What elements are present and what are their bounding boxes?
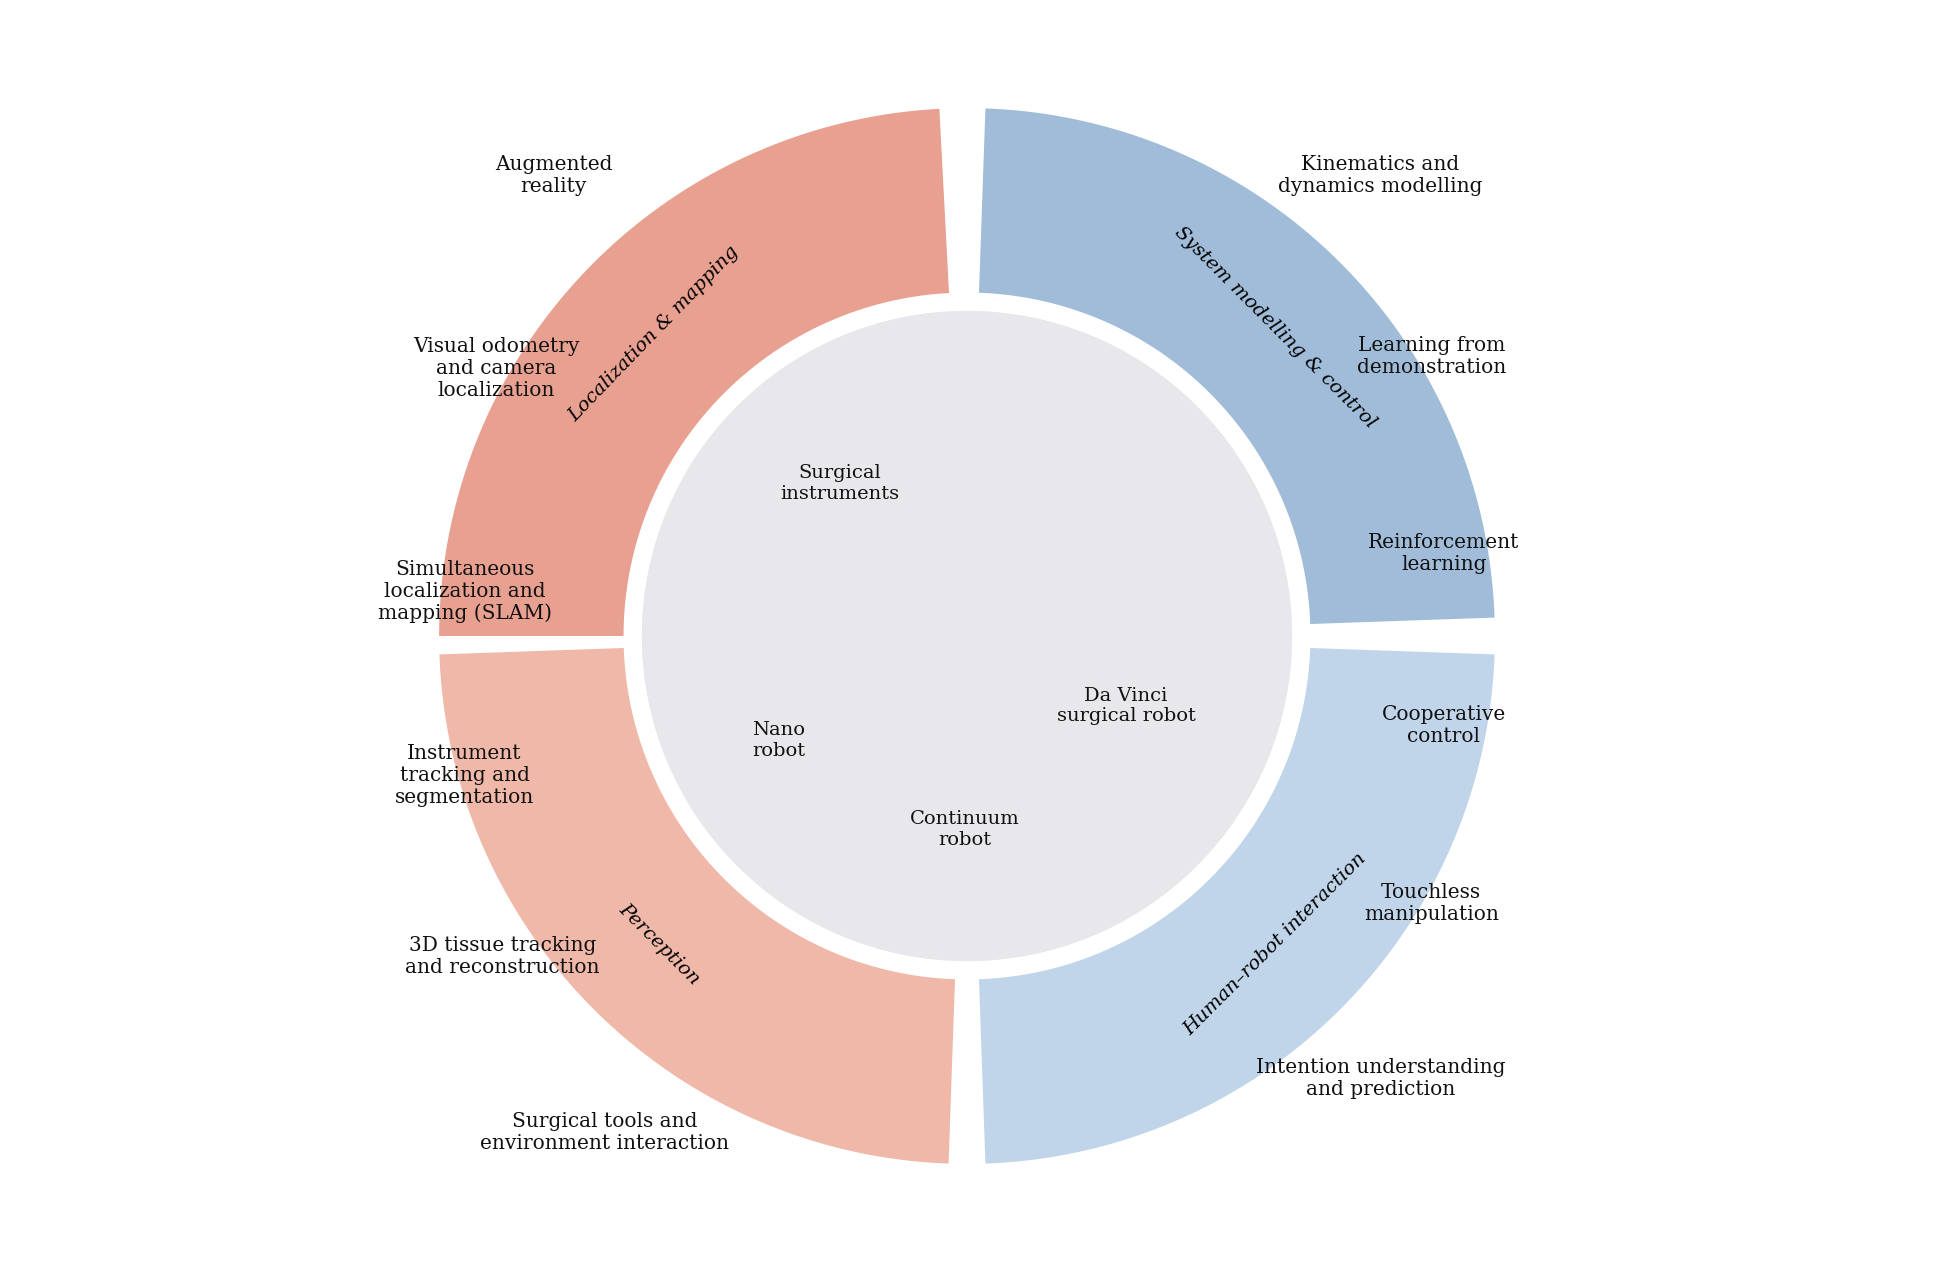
- Text: Continuum
robot: Continuum robot: [909, 810, 1019, 848]
- Text: Reinforcement
learning: Reinforcement learning: [1369, 533, 1520, 574]
- Polygon shape: [979, 108, 1495, 625]
- Text: Localization & mapping: Localization & mapping: [565, 242, 743, 425]
- Polygon shape: [439, 647, 955, 1164]
- Text: Surgical tools and
environment interaction: Surgical tools and environment interacti…: [480, 1112, 729, 1152]
- Text: Surgical
instruments: Surgical instruments: [779, 464, 899, 502]
- Text: Perception: Perception: [615, 901, 702, 988]
- Text: Human–robot interaction: Human–robot interaction: [1180, 850, 1369, 1039]
- Circle shape: [642, 312, 1292, 960]
- Text: Touchless
manipulation: Touchless manipulation: [1363, 883, 1499, 923]
- Text: Nano
robot: Nano robot: [752, 721, 805, 759]
- Circle shape: [642, 312, 1292, 960]
- Text: Da Vinci
surgical robot: Da Vinci surgical robot: [1056, 687, 1195, 725]
- Text: Cooperative
control: Cooperative control: [1383, 705, 1507, 745]
- Text: System modelling & control: System modelling & control: [1170, 224, 1379, 432]
- Text: Instrument
tracking and
segmentation: Instrument tracking and segmentation: [395, 744, 534, 808]
- Text: Augmented
reality: Augmented reality: [495, 155, 613, 196]
- Text: 3D tissue tracking
and reconstruction: 3D tissue tracking and reconstruction: [406, 936, 600, 977]
- Circle shape: [627, 295, 1307, 977]
- Text: Simultaneous
localization and
mapping (SLAM): Simultaneous localization and mapping (S…: [377, 560, 551, 623]
- Polygon shape: [439, 109, 950, 636]
- Text: Learning from
demonstration: Learning from demonstration: [1356, 336, 1507, 377]
- Text: Kinematics and
dynamics modelling: Kinematics and dynamics modelling: [1278, 155, 1483, 196]
- Text: Visual odometry
and camera
localization: Visual odometry and camera localization: [414, 337, 580, 401]
- Polygon shape: [979, 647, 1495, 1164]
- Text: Intention understanding
and prediction: Intention understanding and prediction: [1255, 1058, 1505, 1099]
